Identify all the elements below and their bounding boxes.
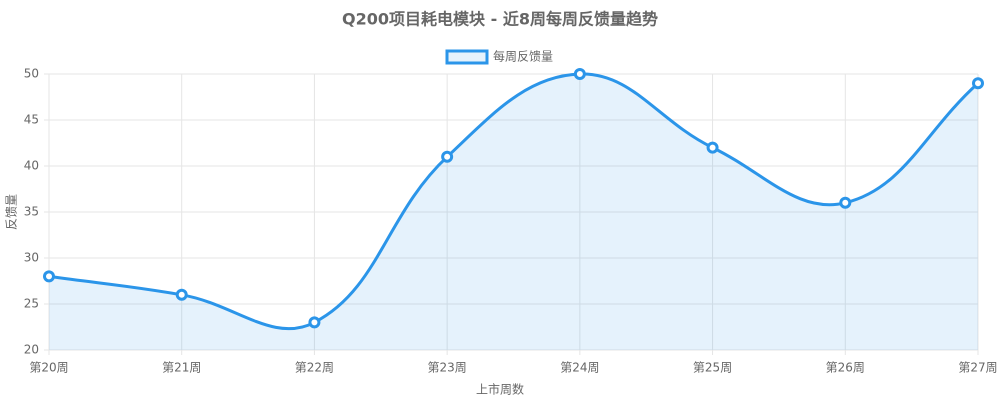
x-tick-label: 第24周 — [560, 361, 599, 375]
point — [573, 68, 586, 80]
x-tick-label: 第21周 — [162, 361, 201, 375]
legend-label: 每周反馈量 — [493, 49, 553, 64]
x-tick-label: 第26周 — [826, 361, 865, 375]
legend-swatch — [445, 49, 489, 65]
point — [308, 316, 321, 329]
y-tick-label: 45 — [24, 113, 39, 127]
y-axis-title: 反馈量 — [5, 194, 19, 230]
x-tick-label: 第20周 — [29, 361, 68, 375]
point — [43, 270, 55, 283]
y-tick-label: 35 — [24, 205, 39, 219]
x-axis-title: 上市周数 — [476, 382, 524, 397]
y-tick-label: 40 — [24, 159, 39, 173]
point — [441, 150, 454, 163]
point — [175, 288, 188, 301]
y-tick-label: 30 — [24, 251, 39, 265]
y-tick-label: 50 — [24, 67, 39, 81]
y-tick-label: 25 — [24, 297, 39, 311]
point — [972, 77, 984, 90]
point — [706, 141, 719, 154]
chart-title: Q200项目耗电模块 - 近8周每周反馈量趋势 — [342, 10, 658, 29]
y-tick-label: 20 — [24, 343, 39, 357]
x-tick-label: 第25周 — [693, 361, 732, 375]
x-tick-label: 第22周 — [295, 361, 334, 375]
point — [839, 196, 852, 209]
x-tick-label: 第27周 — [958, 361, 997, 375]
line — [48, 72, 980, 331]
area — [49, 73, 978, 351]
x-tick-label: 第23周 — [428, 361, 467, 375]
